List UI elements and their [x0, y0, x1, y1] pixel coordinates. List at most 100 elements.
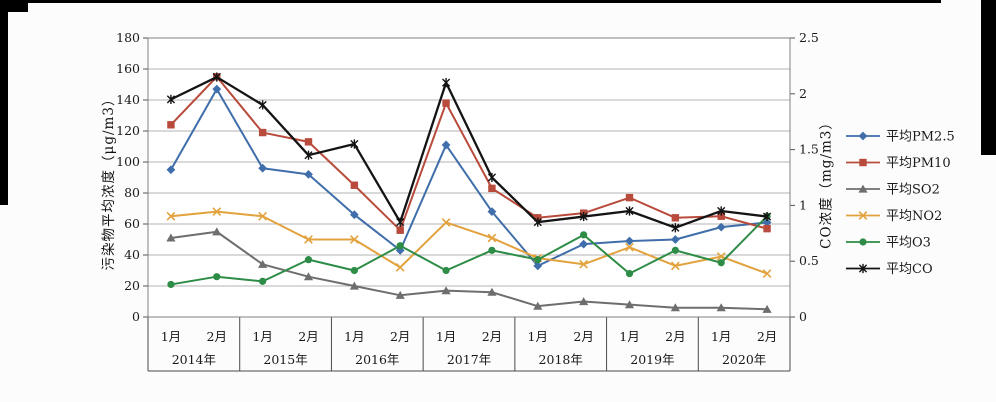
year-label: 2020年: [722, 352, 766, 367]
legend-item-pm25: [846, 131, 880, 141]
data-point-marker: [258, 163, 268, 173]
left-axis-tick-label: 120: [116, 123, 140, 138]
data-point-marker: [717, 212, 725, 220]
data-point-marker: [579, 297, 589, 306]
left-axis-tick-label: 0: [132, 309, 140, 324]
data-point-marker: [258, 128, 267, 137]
data-point-marker: [625, 242, 634, 252]
left-axis-tick-label: 80: [124, 185, 140, 200]
month-label: 1月: [711, 329, 731, 344]
data-point-marker: [579, 259, 589, 269]
data-point-marker: [166, 233, 176, 242]
data-point-marker: [762, 211, 772, 222]
data-point-marker: [762, 304, 772, 313]
left-axis-tick-label: 180: [116, 30, 140, 45]
data-point-marker: [716, 303, 726, 312]
year-label: 2015年: [263, 352, 307, 367]
year-label: 2018年: [539, 352, 583, 367]
month-label: 1月: [161, 329, 181, 344]
month-label: 2月: [573, 329, 593, 344]
month-label: 1月: [436, 329, 456, 344]
data-point-marker: [762, 218, 772, 227]
data-point-marker: [487, 172, 497, 183]
year-label: 2017年: [447, 352, 491, 367]
left-axis-tick-label: 140: [116, 92, 140, 107]
data-point-marker: [396, 242, 404, 250]
data-point-marker: [441, 78, 451, 88]
data-point-marker: [670, 261, 680, 271]
data-point-marker: [395, 263, 405, 272]
month-label: 2月: [207, 329, 227, 344]
data-point-marker: [624, 300, 635, 309]
data-point-marker: [717, 206, 726, 216]
data-point-marker: [488, 184, 496, 193]
month-label: 2月: [298, 329, 318, 344]
data-point-marker: [167, 280, 175, 289]
data-point-marker: [167, 121, 175, 129]
legend-item-co: [846, 263, 880, 274]
legend-item-so2: [846, 184, 880, 193]
data-point-marker: [349, 210, 359, 220]
month-label: 2月: [757, 329, 777, 344]
legend-label-co: 平均CO: [886, 262, 933, 277]
month-label: 1月: [252, 329, 272, 344]
data-point-marker: [441, 286, 451, 295]
data-point-marker: [670, 235, 680, 244]
legend-label-o3: 平均O3: [886, 236, 931, 251]
data-point-marker: [304, 256, 313, 264]
data-point-marker: [395, 245, 405, 255]
data-point-marker: [487, 233, 497, 243]
data-point-marker: [671, 214, 680, 222]
data-point-marker: [442, 266, 450, 275]
data-point-marker: [304, 138, 313, 146]
data-point-marker: [859, 238, 867, 246]
data-point-marker: [258, 259, 268, 268]
data-point-marker: [212, 227, 222, 236]
legend-label-pm10: 平均PM10: [886, 156, 951, 171]
data-point-marker: [858, 131, 868, 141]
data-point-marker: [671, 246, 679, 254]
data-point-marker: [858, 184, 868, 193]
data-point-marker: [488, 246, 496, 254]
year-label: 2016年: [355, 352, 399, 367]
data-point-marker: [258, 100, 267, 110]
left-axis-tick-label: 60: [124, 216, 140, 231]
data-point-marker: [213, 273, 221, 281]
left-axis-tick-label: 40: [124, 247, 140, 262]
right-axis-tick-label: 1: [799, 197, 807, 212]
data-point-marker: [579, 211, 588, 222]
right-axis-tick-label: 1.5: [799, 142, 819, 157]
left-axis-tick-label: 100: [116, 154, 140, 169]
legend-label-so2: 平均SO2: [886, 183, 940, 198]
data-point-marker: [487, 207, 497, 216]
month-label: 2月: [482, 329, 502, 344]
data-point-marker: [166, 94, 176, 104]
right-axis-tick-label: 2: [799, 86, 807, 101]
month-label: 2月: [390, 329, 410, 344]
data-point-marker: [670, 303, 680, 312]
data-point-marker: [350, 139, 359, 149]
series-line-pm10: [169, 75, 769, 232]
right-axis-tick-label: 2.5: [799, 30, 819, 45]
left-axis-title: 污染物平均浓度（μg/m3）: [101, 91, 117, 271]
data-point-marker: [303, 272, 314, 281]
series-so2: [166, 227, 772, 313]
data-point-marker: [166, 211, 176, 221]
data-point-marker: [441, 140, 451, 150]
data-point-marker: [349, 281, 359, 290]
data-point-marker: [858, 211, 868, 220]
data-point-marker: [258, 211, 268, 221]
legend-label-no2: 平均NO2: [886, 209, 942, 224]
video-frame-artifact: [0, 0, 941, 3]
legend-item-no2: [846, 211, 880, 220]
series-line-o3: [169, 215, 769, 286]
data-point-marker: [304, 235, 313, 244]
data-point-marker: [533, 261, 543, 271]
data-point-marker: [717, 259, 725, 267]
data-point-marker: [259, 277, 267, 285]
month-label: 1月: [619, 329, 639, 344]
data-point-marker: [533, 301, 543, 310]
data-point-marker: [580, 231, 588, 239]
